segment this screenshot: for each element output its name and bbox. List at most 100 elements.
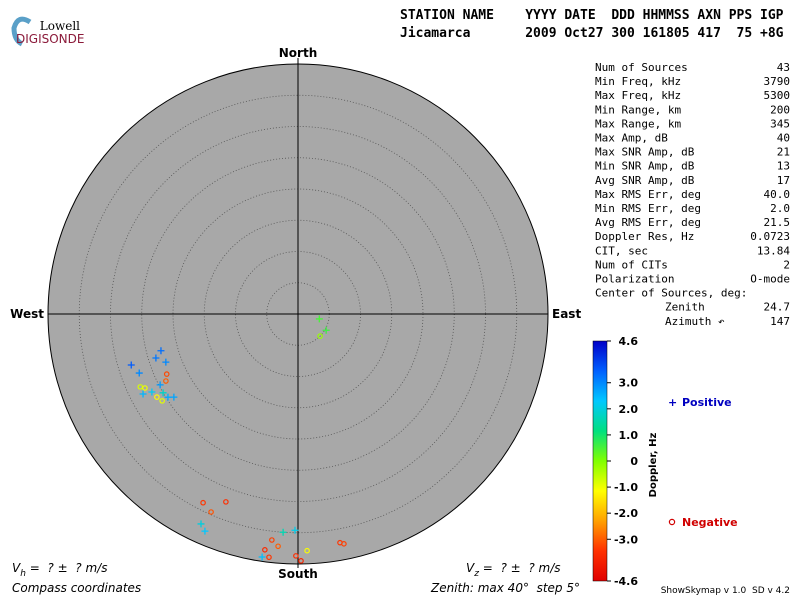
stat-value: 3790 bbox=[764, 75, 791, 88]
legend-positive-symbol: + bbox=[668, 396, 677, 409]
stat-value: 21 bbox=[777, 146, 790, 159]
source-positive bbox=[201, 527, 209, 535]
source-positive bbox=[197, 520, 205, 528]
logo-top: Lowell bbox=[40, 19, 80, 33]
source-negative bbox=[163, 378, 169, 384]
colorbar-tick-label: 0 bbox=[630, 455, 638, 468]
stat-value: 2.0 bbox=[770, 202, 790, 215]
east-label: East bbox=[552, 307, 581, 321]
source-positive bbox=[139, 390, 147, 398]
stat-label: Avg RMS Err, deg bbox=[595, 216, 701, 229]
source-positive bbox=[152, 354, 160, 362]
source-negative bbox=[200, 499, 206, 506]
stat-label: CIT, sec bbox=[595, 244, 648, 257]
legend-negative-symbol bbox=[668, 518, 676, 526]
legend-negative: Negative bbox=[682, 516, 738, 529]
colorbar-tick-label: -2.0 bbox=[614, 507, 638, 520]
colorbar-tick-label: -3.0 bbox=[614, 533, 638, 546]
source-negative bbox=[154, 394, 160, 400]
stat-value: 345 bbox=[770, 117, 790, 130]
vh-label: Vh = ? ± ? m/s bbox=[12, 561, 107, 579]
stat-label: Min RMS Err, deg bbox=[595, 202, 701, 215]
colorbar-tick-label: 1.0 bbox=[619, 429, 639, 442]
stats-table: Num of Sources 43 Min Freq, kHz 3790 Max Fre… bbox=[595, 61, 790, 328]
colorbar-tick-label: 3.0 bbox=[619, 377, 639, 390]
stat-value: O-mode bbox=[750, 273, 790, 286]
header-values: Jicamarca 2009 Oct27 300 161805 417 75 +… bbox=[400, 26, 784, 41]
coords-label: Compass coordinates bbox=[12, 581, 141, 595]
source-negative bbox=[275, 543, 281, 550]
source-positive bbox=[162, 358, 170, 366]
colorbar-tick-label: -1.0 bbox=[614, 481, 638, 494]
source-negative bbox=[266, 554, 272, 561]
source-positive bbox=[148, 388, 156, 396]
vz-label: Vz = ? ± ? m/s bbox=[466, 561, 561, 579]
header-names: STATION NAME YYYY DATE DDD HHMMSS AXN PP… bbox=[400, 8, 784, 23]
source-positive bbox=[157, 347, 165, 355]
stat-label: Num of Sources bbox=[595, 61, 688, 74]
skymap-plot bbox=[47, 58, 549, 568]
source-positive bbox=[159, 389, 167, 397]
source-negative bbox=[159, 398, 165, 404]
legend-positive: Positive bbox=[682, 396, 732, 409]
stat-value: 13 bbox=[777, 160, 790, 173]
colorbar-tick-label: 2.0 bbox=[619, 403, 639, 416]
colorbar-tick-label: 4.6 bbox=[619, 335, 639, 348]
stat-value: 5300 bbox=[764, 89, 791, 102]
stat-value: 13.84 bbox=[757, 244, 790, 257]
stat-label: Max RMS Err, deg bbox=[595, 188, 701, 201]
west-label: West bbox=[10, 307, 44, 321]
stat-label: Max Range, km bbox=[595, 117, 681, 130]
stat-value: 0.0723 bbox=[750, 230, 790, 243]
center-value: 24.7 bbox=[764, 301, 791, 314]
stat-label: Min Range, km bbox=[595, 103, 681, 116]
stat-label: Max Amp, dB bbox=[595, 132, 668, 145]
colorbar-label: Doppler, Hz bbox=[648, 433, 659, 498]
source-negative bbox=[293, 553, 299, 559]
stat-value: 40 bbox=[777, 132, 790, 145]
source-negative bbox=[262, 547, 268, 553]
colorbar-tick-label: -4.6 bbox=[614, 575, 638, 588]
logo-bottom: DIGISONDE bbox=[16, 32, 84, 46]
stat-value: 2 bbox=[783, 258, 790, 271]
source-positive bbox=[291, 526, 299, 534]
source-negative bbox=[208, 509, 214, 515]
source-negative bbox=[298, 558, 304, 564]
stat-value: 21.5 bbox=[764, 216, 791, 229]
source-positive bbox=[258, 553, 266, 561]
source-positive bbox=[156, 381, 164, 389]
stat-label: Avg SNR Amp, dB bbox=[595, 174, 695, 187]
stat-label: Max Freq, kHz bbox=[595, 89, 681, 102]
stat-label: Polarization bbox=[595, 273, 674, 286]
center-label: Azimuth ↶ bbox=[665, 315, 725, 328]
stat-label: Min SNR Amp, dB bbox=[595, 160, 695, 173]
colorbar bbox=[592, 340, 608, 582]
north-label: North bbox=[279, 46, 317, 60]
source-positive bbox=[170, 393, 178, 401]
source-negative bbox=[317, 333, 323, 339]
stat-label: Max SNR Amp, dB bbox=[595, 146, 695, 159]
zenith-label: Zenith: max 40° step 5° bbox=[430, 581, 580, 595]
source-negative bbox=[304, 547, 310, 554]
version-label: ShowSkymap v 1.0 SD v 4.2 bbox=[661, 586, 790, 596]
stat-value: 43 bbox=[777, 61, 790, 74]
center-label: Zenith bbox=[665, 301, 705, 314]
stat-value: 40.0 bbox=[764, 188, 791, 201]
center-title: Center of Sources, deg: bbox=[595, 287, 747, 300]
stat-label: Min Freq, kHz bbox=[595, 75, 681, 88]
source-negative bbox=[269, 537, 275, 543]
source-positive bbox=[315, 315, 323, 323]
center-value: 147 bbox=[770, 315, 790, 328]
stat-value: 200 bbox=[770, 103, 790, 116]
south-label: South bbox=[278, 567, 318, 581]
source-positive bbox=[127, 361, 135, 369]
stat-label: Num of CITs bbox=[595, 258, 668, 271]
source-positive bbox=[164, 393, 172, 401]
source-negative bbox=[163, 371, 170, 377]
source-negative bbox=[341, 541, 347, 547]
source-negative bbox=[223, 499, 229, 505]
source-positive bbox=[322, 326, 330, 334]
source-positive bbox=[279, 528, 287, 536]
stat-value: 17 bbox=[777, 174, 790, 187]
